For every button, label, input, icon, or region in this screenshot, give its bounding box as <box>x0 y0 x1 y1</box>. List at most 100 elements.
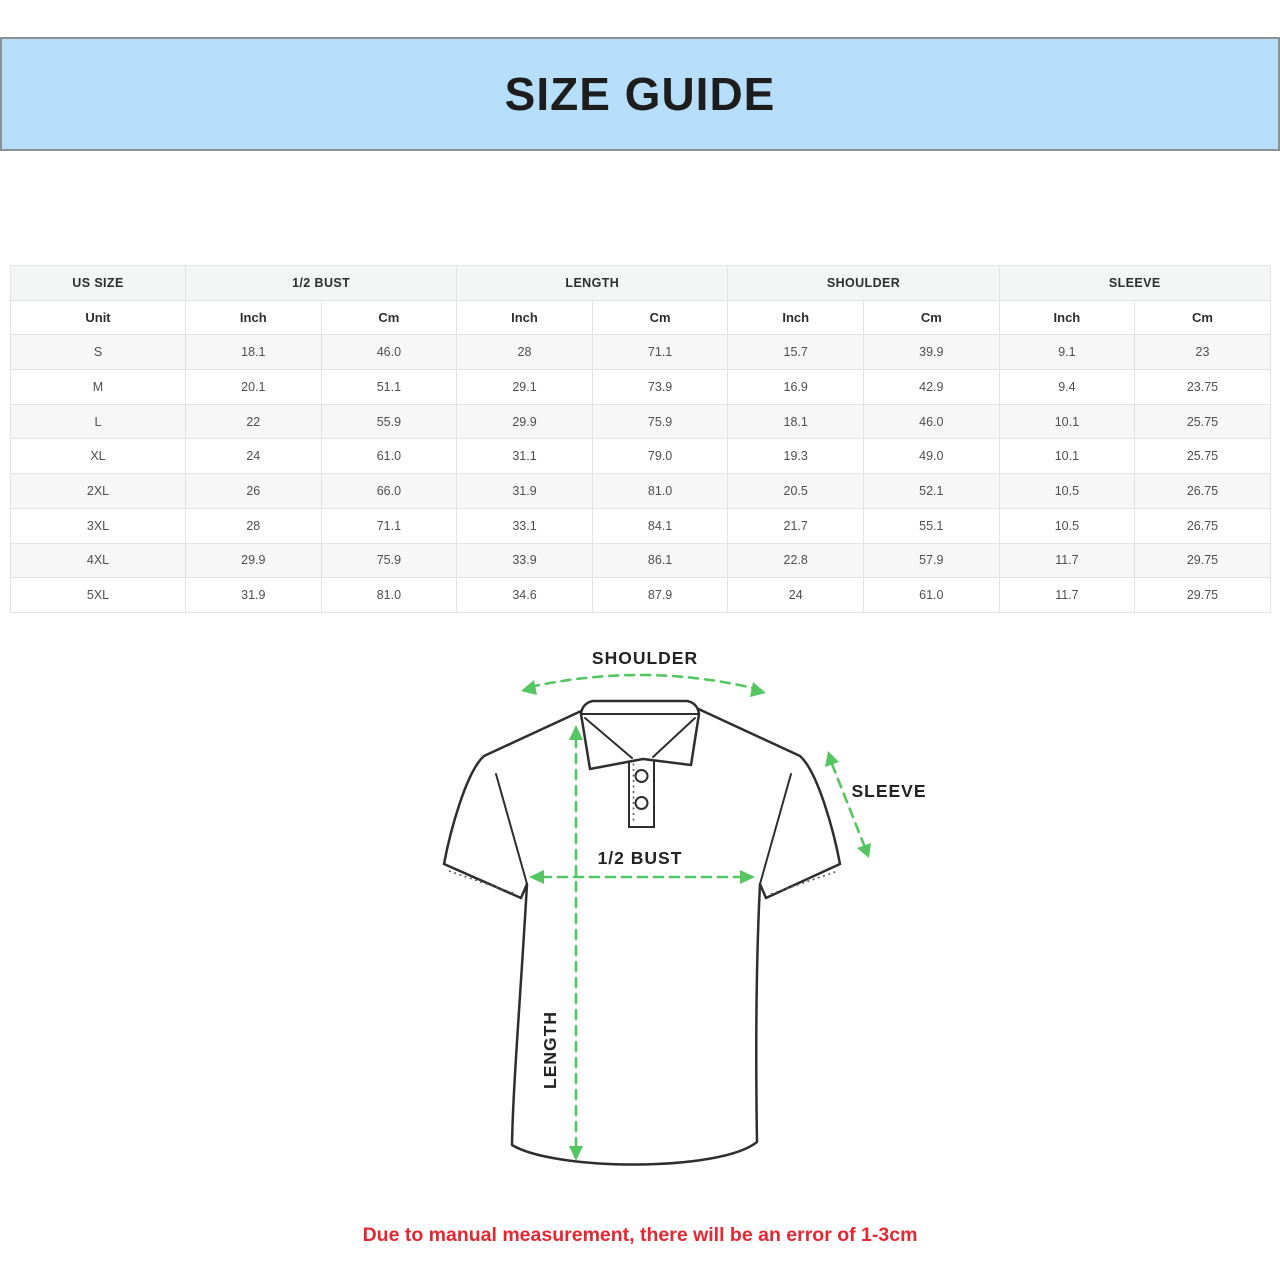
value-cell: 55.9 <box>320 403 458 440</box>
size-cell: 4XL <box>10 542 186 579</box>
value-cell: 11.7 <box>998 542 1136 579</box>
size-cell: S <box>10 334 186 371</box>
unit-cell: Cm <box>1134 299 1271 336</box>
collar <box>579 699 701 771</box>
value-cell: 26 <box>185 473 322 509</box>
left-cuff-stitch-line <box>448 870 517 895</box>
unit-cell: Inch <box>456 299 593 336</box>
value-cell: 71.1 <box>591 334 729 371</box>
table-row: 5XL 31.9 81.0 34.6 87.9 24 61.0 11.7 29.… <box>10 577 1271 613</box>
column-header-shoulder: SHOULDER <box>727 265 1000 301</box>
table-row: 4XL 29.9 75.9 33.9 86.1 22.8 57.9 11.7 2… <box>10 542 1271 579</box>
unit-cell: Inch <box>998 299 1136 336</box>
value-cell: 10.5 <box>998 507 1136 544</box>
value-cell: 61.0 <box>863 577 1000 613</box>
unit-cell: Cm <box>320 299 458 336</box>
value-cell: 22.8 <box>727 542 864 579</box>
size-cell: 5XL <box>10 577 186 613</box>
value-cell: 87.9 <box>591 577 729 613</box>
value-cell: 29.9 <box>456 403 593 440</box>
column-header-length: LENGTH <box>456 265 729 301</box>
value-cell: 29.75 <box>1134 542 1271 579</box>
value-cell: 24 <box>185 438 322 475</box>
sleeve-arrow <box>830 762 866 847</box>
value-cell: 26.75 <box>1134 473 1271 509</box>
table-group-header-row: US SIZE 1/2 BUST LENGTH SHOULDER SLEEVE <box>10 265 1271 301</box>
value-cell: 86.1 <box>591 542 729 579</box>
shoulder-arrow-right-head <box>750 682 766 697</box>
sleeve-arrow-top-head <box>825 751 839 767</box>
value-cell: 31.9 <box>185 577 322 613</box>
column-header-sleeve: SLEEVE <box>998 265 1271 301</box>
polo-shirt-diagram: SHOULDER SLEEVE 1/2 BUST LENGTH <box>442 648 926 1166</box>
value-cell: 28 <box>185 507 322 544</box>
value-cell: 61.0 <box>320 438 458 475</box>
size-cell: L <box>10 403 186 440</box>
shirt-outline <box>442 704 842 1166</box>
value-cell: 46.0 <box>863 403 1000 440</box>
value-cell: 33.1 <box>456 507 593 544</box>
value-cell: 10.1 <box>998 438 1136 475</box>
value-cell: 81.0 <box>591 473 729 509</box>
right-cuff-stitch-line <box>770 870 839 895</box>
value-cell: 20.1 <box>185 369 322 405</box>
value-cell: 18.1 <box>727 403 864 440</box>
shoulder-arrow <box>528 673 759 691</box>
value-cell: 15.7 <box>727 334 864 371</box>
column-header-bust: 1/2 BUST <box>184 265 458 301</box>
value-cell: 19.3 <box>727 438 864 475</box>
unit-cell: Unit <box>10 299 186 336</box>
size-table-container: US SIZE 1/2 BUST LENGTH SHOULDER SLEEVE … <box>10 265 1271 613</box>
table-row: 3XL 28 71.1 33.1 84.1 21.7 55.1 10.5 26.… <box>10 507 1271 544</box>
value-cell: 22 <box>185 403 322 440</box>
value-cell: 18.1 <box>185 334 322 371</box>
sleeve-label: SLEEVE <box>851 781 926 801</box>
bust-arrow-left-head <box>529 870 544 884</box>
value-cell: 29.1 <box>456 369 593 405</box>
unit-cell: Cm <box>863 299 1000 336</box>
value-cell: 31.1 <box>456 438 593 475</box>
table-row: S 18.1 46.0 28 71.1 15.7 39.9 9.1 23 <box>10 334 1271 371</box>
value-cell: 33.9 <box>456 542 593 579</box>
length-label: LENGTH <box>540 1011 560 1089</box>
value-cell: 25.75 <box>1134 403 1271 440</box>
size-cell: 3XL <box>10 507 186 544</box>
button-top <box>634 769 649 783</box>
collar-right-fold <box>652 717 696 758</box>
value-cell: 10.1 <box>998 403 1136 440</box>
value-cell: 31.9 <box>456 473 593 509</box>
table-row: 2XL 26 66.0 31.9 81.0 20.5 52.1 10.5 26.… <box>10 473 1271 509</box>
unit-cell: Cm <box>591 299 729 336</box>
right-sleeve-seam <box>759 773 792 885</box>
length-arrow-bottom-head <box>569 1146 583 1161</box>
value-cell: 49.0 <box>863 438 1000 475</box>
value-cell: 52.1 <box>863 473 1000 509</box>
bust-label: 1/2 BUST <box>598 848 683 868</box>
size-table: US SIZE 1/2 BUST LENGTH SHOULDER SLEEVE … <box>10 265 1271 613</box>
value-cell: 46.0 <box>320 334 458 371</box>
value-cell: 20.5 <box>727 473 864 509</box>
column-header-us-size: US SIZE <box>10 265 186 301</box>
value-cell: 21.7 <box>727 507 864 544</box>
shoulder-arrow-left-head <box>521 680 537 695</box>
value-cell: 23 <box>1134 334 1271 371</box>
value-cell: 79.0 <box>591 438 729 475</box>
measurement-disclaimer: Due to manual measurement, there will be… <box>362 1224 918 1246</box>
measurement-diagram: SHOULDER SLEEVE 1/2 BUST LENGTH <box>420 630 950 1190</box>
table-row: XL 24 61.0 31.1 79.0 19.3 49.0 10.1 25.7… <box>10 438 1271 475</box>
value-cell: 55.1 <box>863 507 1000 544</box>
value-cell: 39.9 <box>863 334 1000 371</box>
collar-left-fold <box>584 717 633 759</box>
value-cell: 24 <box>727 577 864 613</box>
size-cell: M <box>10 369 186 405</box>
value-cell: 73.9 <box>591 369 729 405</box>
value-cell: 42.9 <box>863 369 1000 405</box>
bust-arrow-right-head <box>740 870 755 884</box>
page-title: SIZE GUIDE <box>504 68 776 120</box>
value-cell: 10.5 <box>998 473 1136 509</box>
sleeve-arrow-bottom-head <box>857 843 871 858</box>
value-cell: 28 <box>456 334 593 371</box>
size-cell: 2XL <box>10 473 186 509</box>
value-cell: 9.4 <box>998 369 1136 405</box>
